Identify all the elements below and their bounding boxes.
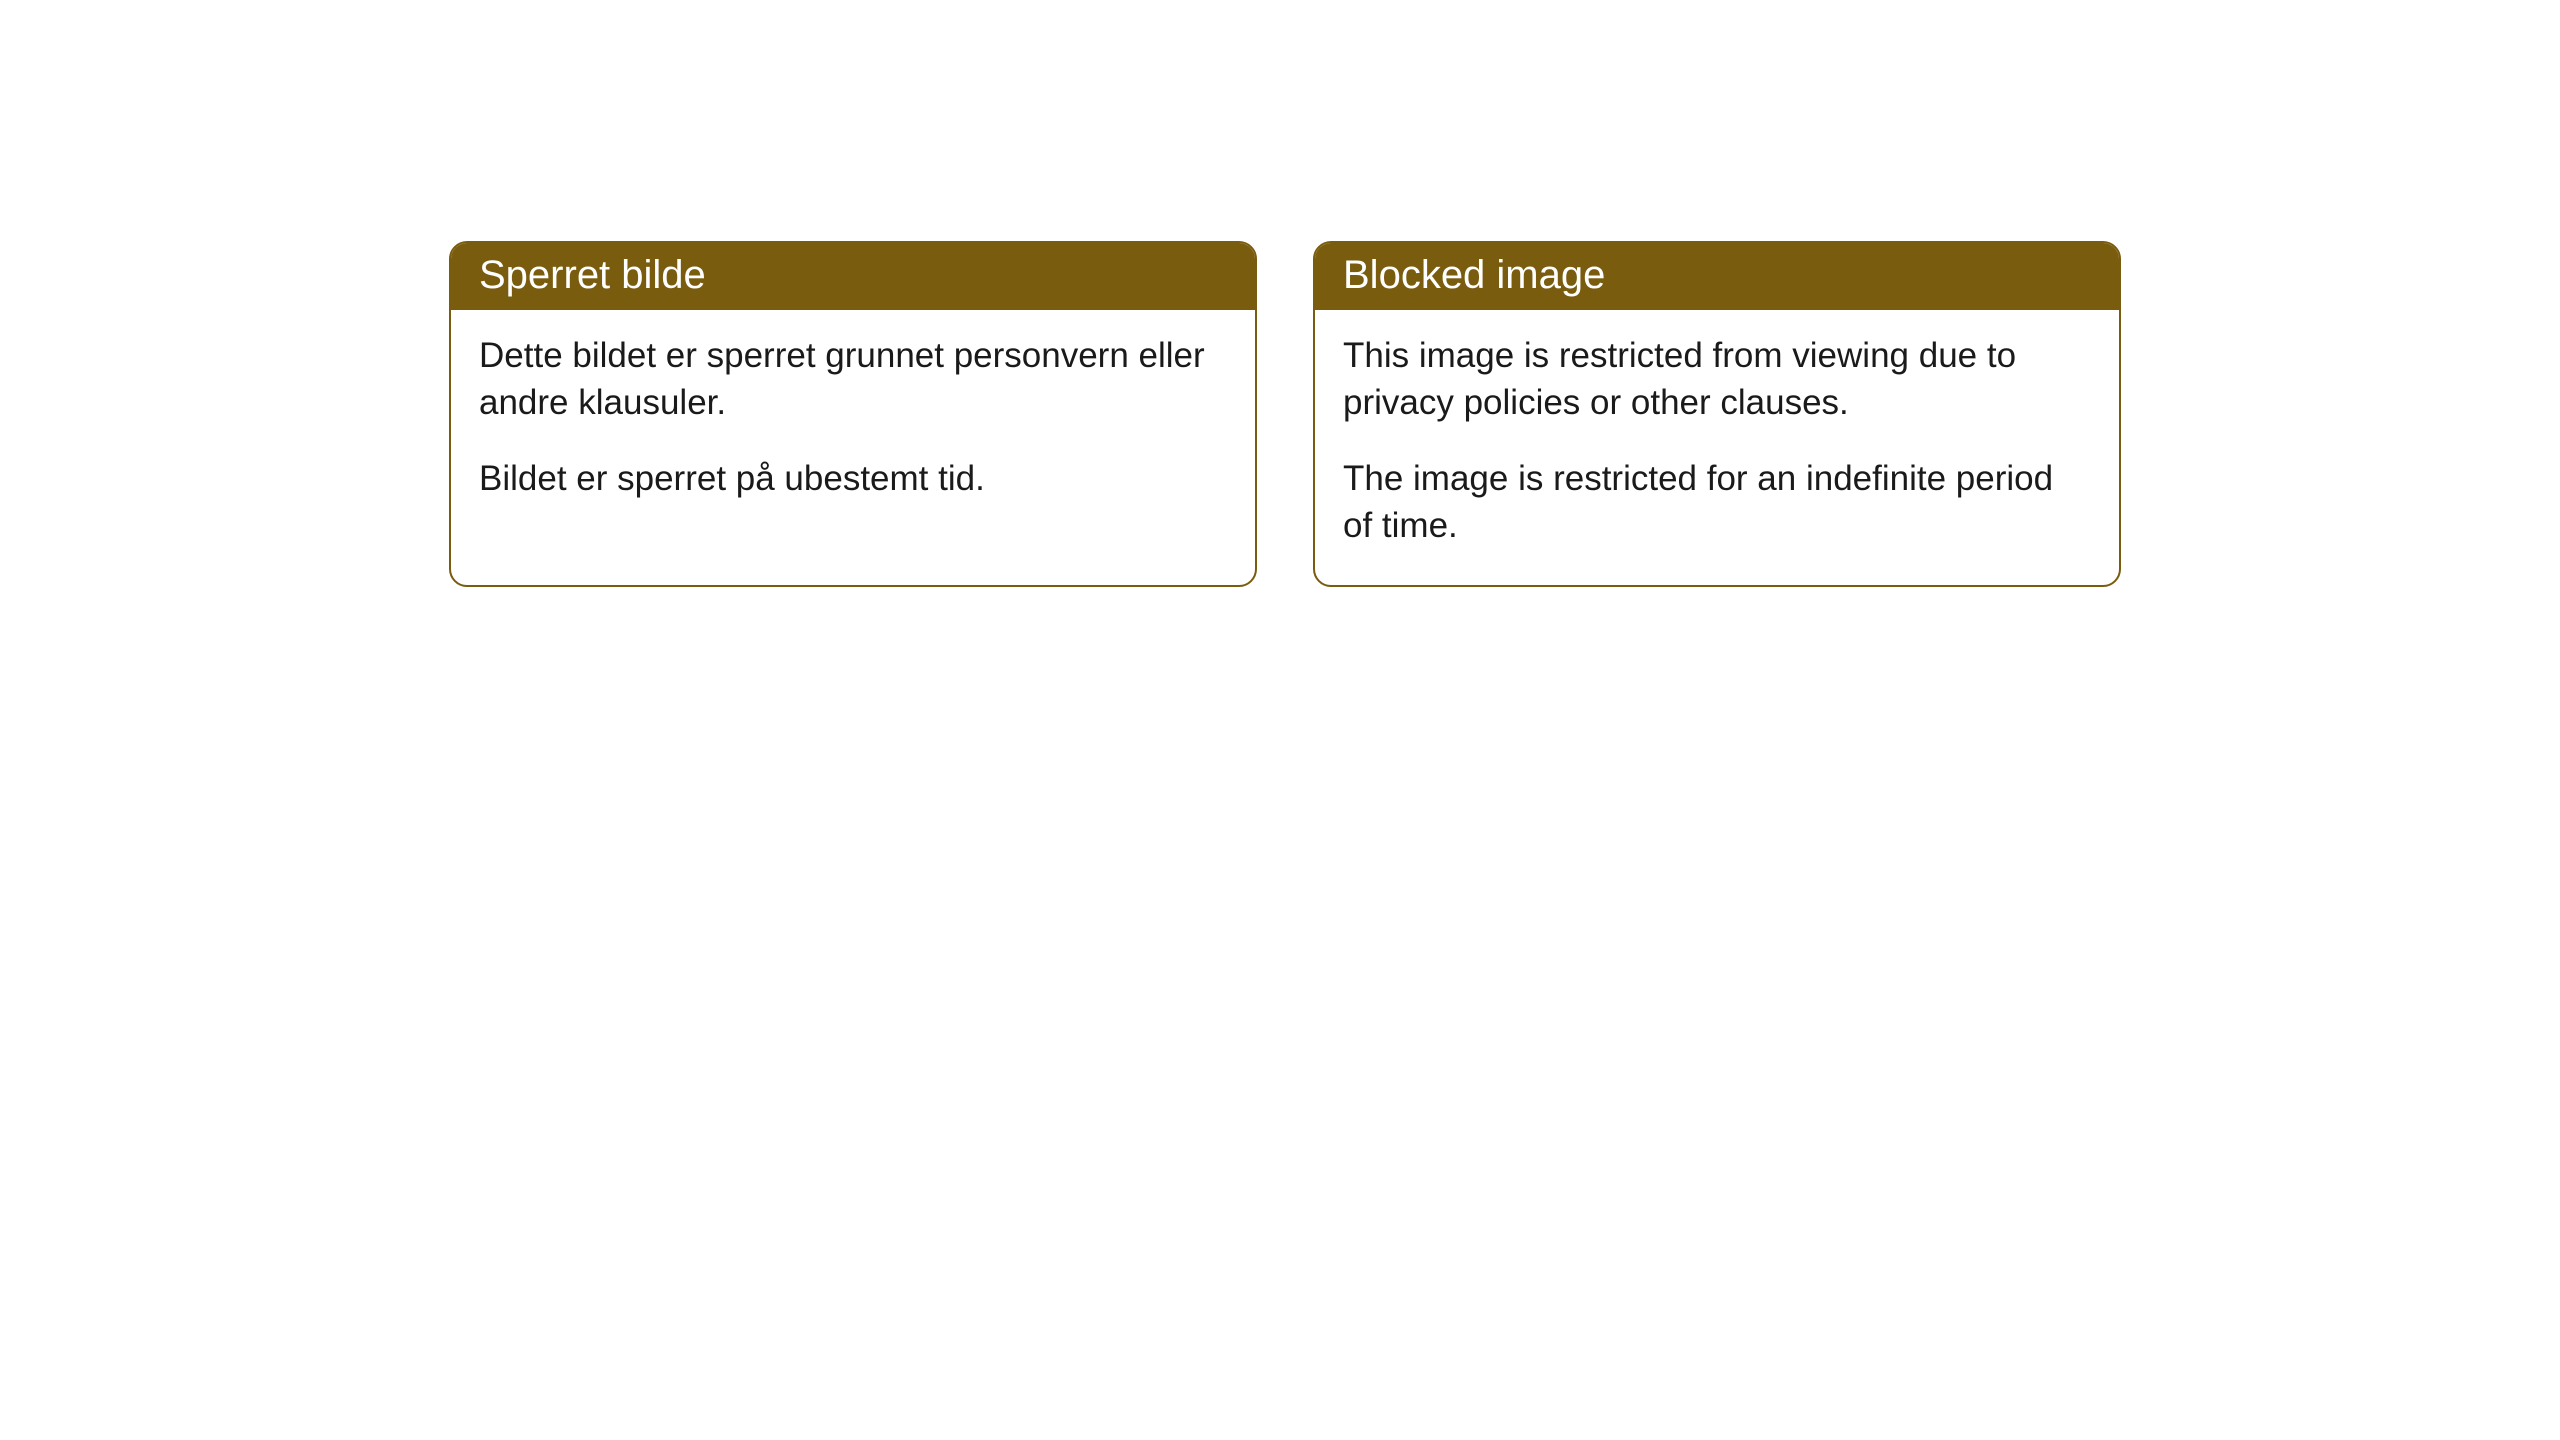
card-header: Blocked image — [1315, 243, 2119, 310]
notice-cards-container: Sperret bilde Dette bildet er sperret gr… — [449, 241, 2121, 587]
card-title: Blocked image — [1343, 253, 1605, 297]
blocked-image-card-norwegian: Sperret bilde Dette bildet er sperret gr… — [449, 241, 1257, 587]
card-paragraph: Bildet er sperret på ubestemt tid. — [479, 455, 1227, 502]
card-body: Dette bildet er sperret grunnet personve… — [451, 310, 1255, 538]
card-paragraph: Dette bildet er sperret grunnet personve… — [479, 332, 1227, 427]
card-body: This image is restricted from viewing du… — [1315, 310, 2119, 585]
card-paragraph: This image is restricted from viewing du… — [1343, 332, 2091, 427]
card-paragraph: The image is restricted for an indefinit… — [1343, 455, 2091, 550]
card-header: Sperret bilde — [451, 243, 1255, 310]
card-title: Sperret bilde — [479, 253, 706, 297]
blocked-image-card-english: Blocked image This image is restricted f… — [1313, 241, 2121, 587]
